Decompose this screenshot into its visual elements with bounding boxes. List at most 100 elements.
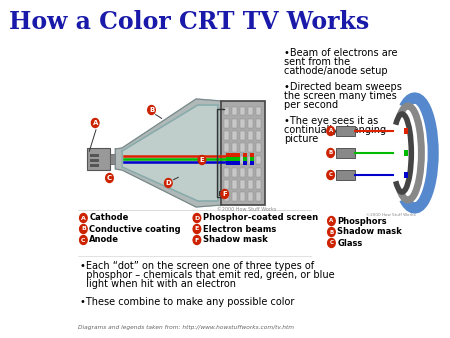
Text: Phosphor-coated screen: Phosphor-coated screen bbox=[203, 214, 318, 222]
Bar bbox=[337, 126, 355, 136]
Bar bbox=[87, 148, 110, 170]
Text: A: A bbox=[93, 120, 98, 126]
Text: Shadow mask: Shadow mask bbox=[203, 236, 268, 244]
Text: •Directed beam sweeps: •Directed beam sweeps bbox=[284, 82, 402, 92]
Bar bbox=[256, 119, 261, 127]
Text: the screen many times: the screen many times bbox=[284, 91, 397, 101]
Circle shape bbox=[328, 239, 335, 247]
Bar bbox=[224, 156, 230, 164]
Text: F: F bbox=[195, 238, 199, 242]
Text: Conductive coating: Conductive coating bbox=[89, 224, 181, 234]
Text: B: B bbox=[329, 230, 333, 235]
Text: C: C bbox=[107, 175, 112, 181]
Bar bbox=[404, 150, 408, 156]
Text: picture: picture bbox=[284, 134, 319, 144]
Text: B: B bbox=[81, 226, 86, 232]
Circle shape bbox=[148, 105, 155, 115]
Bar bbox=[226, 153, 240, 157]
Bar bbox=[240, 119, 245, 127]
Text: How a Color CRT TV Works: How a Color CRT TV Works bbox=[9, 10, 369, 34]
Bar bbox=[256, 144, 261, 152]
Text: light when hit with an electron: light when hit with an electron bbox=[80, 279, 236, 289]
Text: Phosphors: Phosphors bbox=[338, 217, 387, 225]
Bar bbox=[248, 180, 253, 189]
Text: Anode: Anode bbox=[89, 236, 119, 244]
Circle shape bbox=[91, 119, 99, 127]
Bar bbox=[256, 156, 261, 164]
Bar bbox=[404, 172, 408, 178]
Circle shape bbox=[327, 148, 334, 158]
Bar bbox=[90, 159, 99, 162]
Text: Shadow mask: Shadow mask bbox=[338, 227, 402, 237]
Polygon shape bbox=[122, 105, 218, 201]
Bar bbox=[250, 153, 254, 157]
Circle shape bbox=[327, 126, 334, 136]
Bar bbox=[248, 131, 253, 140]
Bar bbox=[226, 157, 240, 161]
Bar bbox=[232, 107, 237, 115]
Text: per second: per second bbox=[284, 100, 338, 110]
Bar bbox=[256, 107, 261, 115]
Bar bbox=[256, 192, 261, 201]
Circle shape bbox=[193, 236, 201, 244]
Text: Glass: Glass bbox=[338, 239, 363, 247]
Circle shape bbox=[221, 190, 229, 198]
Text: E: E bbox=[200, 157, 204, 163]
Bar bbox=[240, 131, 245, 140]
Bar bbox=[90, 154, 99, 157]
Text: continually changing: continually changing bbox=[284, 125, 387, 135]
Circle shape bbox=[193, 214, 201, 222]
Circle shape bbox=[165, 178, 172, 188]
Circle shape bbox=[106, 173, 113, 183]
Text: •Each “dot” on the screen one of three types of: •Each “dot” on the screen one of three t… bbox=[80, 261, 314, 271]
Circle shape bbox=[328, 227, 335, 237]
Text: D: D bbox=[166, 180, 171, 186]
Text: •These combine to make any possible color: •These combine to make any possible colo… bbox=[80, 297, 294, 307]
Bar bbox=[250, 161, 254, 165]
Bar bbox=[248, 168, 253, 176]
Polygon shape bbox=[115, 99, 221, 207]
Text: B: B bbox=[149, 107, 154, 113]
Text: F: F bbox=[222, 191, 227, 197]
Text: E: E bbox=[195, 226, 199, 232]
Text: Cathode: Cathode bbox=[89, 214, 129, 222]
Bar bbox=[248, 107, 253, 115]
Bar bbox=[240, 180, 245, 189]
Text: A: A bbox=[329, 218, 333, 223]
Text: ©2000 How Stuff Works: ©2000 How Stuff Works bbox=[366, 213, 416, 217]
Text: •The eye sees it as: •The eye sees it as bbox=[284, 116, 378, 126]
Bar bbox=[226, 161, 240, 165]
Bar bbox=[243, 161, 248, 165]
Bar bbox=[248, 192, 253, 201]
Circle shape bbox=[198, 155, 206, 165]
Bar bbox=[337, 148, 355, 158]
Circle shape bbox=[80, 214, 87, 222]
Bar bbox=[224, 192, 230, 201]
Bar bbox=[221, 101, 265, 205]
Text: A: A bbox=[81, 216, 86, 220]
Bar bbox=[240, 168, 245, 176]
Text: C: C bbox=[329, 241, 333, 245]
Bar bbox=[224, 180, 230, 189]
Text: B: B bbox=[328, 150, 333, 155]
Bar bbox=[240, 144, 245, 152]
Bar bbox=[243, 153, 248, 157]
Bar bbox=[240, 192, 245, 201]
Bar bbox=[337, 170, 355, 180]
Bar bbox=[232, 192, 237, 201]
Bar bbox=[224, 131, 230, 140]
Bar bbox=[224, 107, 230, 115]
Bar bbox=[248, 144, 253, 152]
Text: C: C bbox=[328, 172, 333, 177]
Bar bbox=[232, 119, 237, 127]
Circle shape bbox=[80, 236, 87, 244]
Circle shape bbox=[327, 170, 334, 179]
Bar bbox=[240, 107, 245, 115]
Text: sent from the: sent from the bbox=[284, 57, 351, 67]
Bar bbox=[232, 144, 237, 152]
Circle shape bbox=[80, 224, 87, 234]
Circle shape bbox=[193, 224, 201, 234]
Bar bbox=[248, 156, 253, 164]
Bar bbox=[256, 180, 261, 189]
Bar bbox=[243, 157, 248, 161]
